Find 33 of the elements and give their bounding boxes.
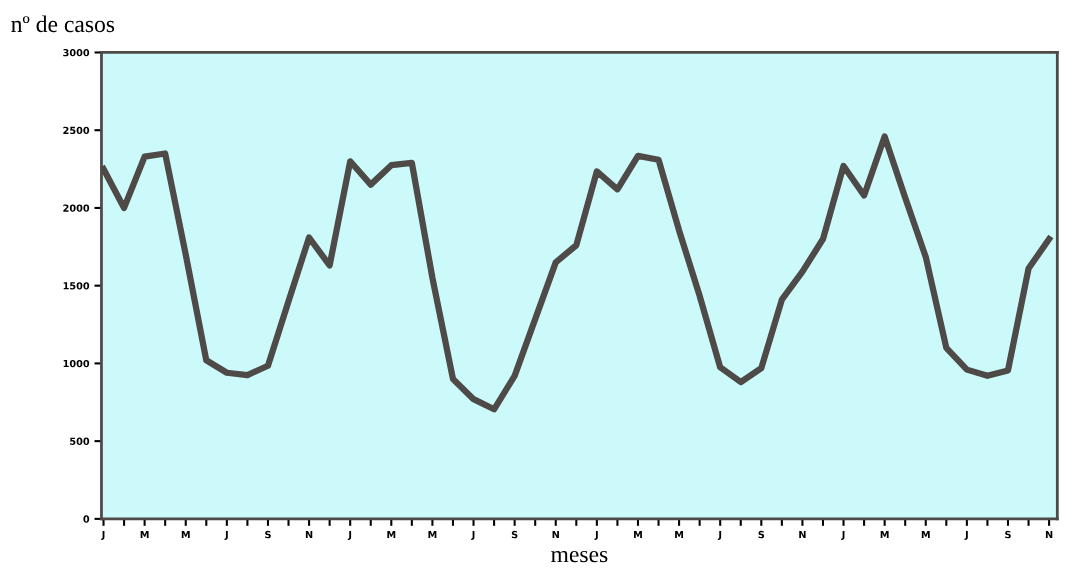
- y-tick-label: 1500: [63, 282, 90, 290]
- x-tick-label: J: [471, 530, 475, 541]
- x-tick-label: J: [594, 530, 598, 541]
- x-tick-label: J: [224, 530, 228, 541]
- x-tick-label: M: [181, 530, 190, 539]
- x-tick-label: J: [964, 530, 968, 541]
- y-tick-label: 0: [83, 515, 90, 523]
- x-tick-label: M: [675, 530, 684, 539]
- x-tick-label: N: [552, 530, 559, 539]
- x-tick-label: S: [758, 530, 765, 539]
- y-tick-label: 2000: [63, 204, 90, 212]
- x-tick-label: M: [921, 530, 930, 539]
- x-tick-label: M: [634, 530, 642, 539]
- x-tick-label: S: [511, 530, 518, 539]
- x-axis-title: meses: [551, 550, 608, 563]
- x-tick-label: M: [387, 530, 396, 539]
- x-tick-label: S: [265, 530, 271, 539]
- y-tick-label: 500: [70, 437, 90, 445]
- x-tick-label: J: [347, 530, 352, 541]
- x-tick-label: N: [1045, 530, 1053, 539]
- x-tick-label: M: [428, 530, 437, 539]
- x-tick-label: N: [799, 530, 806, 539]
- x-tick-label: M: [880, 530, 889, 539]
- x-tick-label: S: [1005, 530, 1011, 539]
- x-tick-label: M: [140, 530, 149, 539]
- y-tick-label: 3000: [63, 48, 90, 57]
- x-tick-label: J: [717, 530, 722, 541]
- x-tick-label: J: [841, 530, 845, 541]
- y-tick-label: 1000: [63, 359, 90, 368]
- x-tick-label: J: [101, 530, 105, 541]
- y-axis-title: nº de casos: [11, 15, 115, 33]
- y-tick-label: 2500: [63, 126, 90, 135]
- x-tick-label: N: [305, 530, 313, 539]
